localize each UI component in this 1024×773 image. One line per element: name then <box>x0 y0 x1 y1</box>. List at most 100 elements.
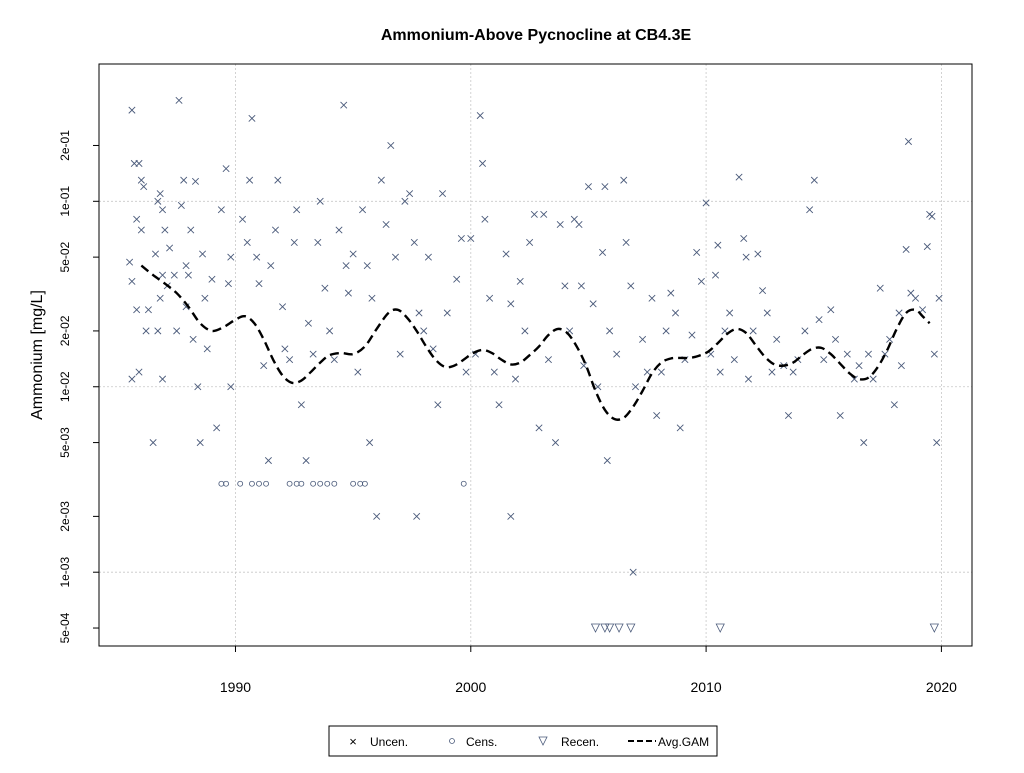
data-point-uncen <box>613 350 621 358</box>
data-point-uncen <box>453 275 461 283</box>
data-point-uncen <box>279 303 287 311</box>
data-point-uncen <box>843 350 851 358</box>
y-tick-label: 5e-03 <box>58 427 72 458</box>
data-point-cens <box>298 480 305 487</box>
data-point-uncen <box>810 176 818 184</box>
data-point-uncen <box>726 309 734 317</box>
data-point-uncen <box>344 289 352 297</box>
data-point-uncen <box>481 215 489 223</box>
data-point-uncen <box>382 220 390 228</box>
data-point-uncen <box>502 250 510 258</box>
data-point-cens <box>310 480 317 487</box>
data-point-uncen <box>735 173 743 181</box>
data-point-uncen <box>293 206 301 214</box>
data-point-uncen <box>363 262 371 270</box>
data-point-uncen <box>575 220 583 228</box>
data-point-uncen <box>201 294 209 302</box>
legend-uncen-label: Uncen. <box>370 735 408 749</box>
data-point-uncen <box>806 206 814 214</box>
data-point-uncen <box>159 271 167 279</box>
data-point-uncen <box>182 262 190 270</box>
data-point-uncen <box>253 253 261 261</box>
data-point-uncen <box>742 253 750 261</box>
data-point-uncen <box>928 212 936 220</box>
data-point-uncen <box>271 226 280 234</box>
data-point-uncen <box>657 368 665 376</box>
data-point-cens <box>293 480 300 487</box>
data-point-uncen <box>255 280 263 288</box>
data-point-uncen <box>274 176 282 184</box>
data-point-uncen <box>217 206 225 214</box>
data-point-uncen <box>601 183 609 191</box>
data-point-uncen <box>662 327 670 335</box>
data-point-uncen <box>248 114 256 122</box>
data-point-uncen <box>133 306 141 314</box>
data-point-uncen <box>135 368 143 376</box>
data-point-uncen <box>526 238 534 246</box>
data-point-cens <box>263 480 269 487</box>
data-point-uncen <box>286 356 294 364</box>
data-point-uncen <box>815 316 823 324</box>
data-point-uncen <box>208 275 216 283</box>
data-point-uncen <box>511 375 520 383</box>
data-point-uncen <box>180 176 188 184</box>
data-point-uncen <box>551 439 560 447</box>
plot-frame <box>98 63 973 647</box>
data-point-uncen <box>189 335 197 343</box>
data-point-uncen <box>869 375 877 383</box>
data-point-uncen <box>166 244 174 252</box>
data-point-uncen <box>495 401 503 409</box>
data-point-uncen <box>631 383 640 391</box>
data-point-uncen <box>281 345 289 353</box>
data-point-uncen <box>714 241 722 249</box>
data-point-uncen <box>203 345 211 353</box>
gam-trend-line <box>140 264 931 421</box>
data-point-uncen <box>135 159 143 167</box>
data-point-uncen <box>507 512 515 520</box>
y-tick-label: 1e-01 <box>58 186 72 217</box>
y-tick-label: 1e-03 <box>58 557 72 588</box>
y-tick-label: 5e-04 <box>58 612 72 643</box>
data-point-uncen <box>902 245 910 253</box>
data-point-uncen <box>486 294 494 302</box>
data-point-uncen <box>688 331 696 339</box>
data-point-uncen <box>443 309 451 317</box>
data-point-uncen <box>413 512 421 520</box>
data-point-uncen <box>366 439 374 447</box>
data-point-uncen <box>290 238 298 246</box>
data-point-uncen <box>904 138 912 146</box>
data-point-uncen <box>133 215 141 223</box>
data-point-uncen <box>702 199 710 207</box>
data-point-uncen <box>191 177 199 185</box>
data-point-uncen <box>561 282 569 290</box>
data-point-uncen <box>599 248 607 256</box>
data-point-uncen <box>589 300 597 308</box>
data-point-uncen <box>629 568 637 576</box>
data-point-uncen <box>716 368 724 376</box>
data-point-uncen <box>154 327 162 335</box>
data-point-uncen <box>161 226 169 234</box>
data-point-uncen <box>406 190 414 198</box>
data-point-uncen <box>224 280 232 288</box>
data-point-uncen <box>246 176 254 184</box>
data-point-uncen <box>239 215 247 223</box>
data-point-uncen <box>864 350 872 358</box>
data-point-uncen <box>199 250 207 258</box>
data-point-uncen <box>912 294 920 302</box>
data-point-uncen <box>895 309 903 317</box>
data-point-uncen <box>194 383 202 391</box>
data-point-uncen <box>173 327 181 335</box>
data-point-uncen <box>264 457 272 465</box>
data-point-uncen <box>667 289 675 297</box>
data-point-uncen <box>827 306 835 314</box>
x-tick-label: 2010 <box>691 679 722 695</box>
data-point-uncen <box>144 306 152 314</box>
data-point-cens <box>317 480 324 487</box>
data-point-cens <box>256 480 262 487</box>
data-point-recen <box>604 623 615 633</box>
data-point-uncen <box>196 439 204 447</box>
data-point-uncen <box>754 250 762 258</box>
data-point-recen <box>626 623 636 633</box>
grid-layer <box>99 64 972 646</box>
